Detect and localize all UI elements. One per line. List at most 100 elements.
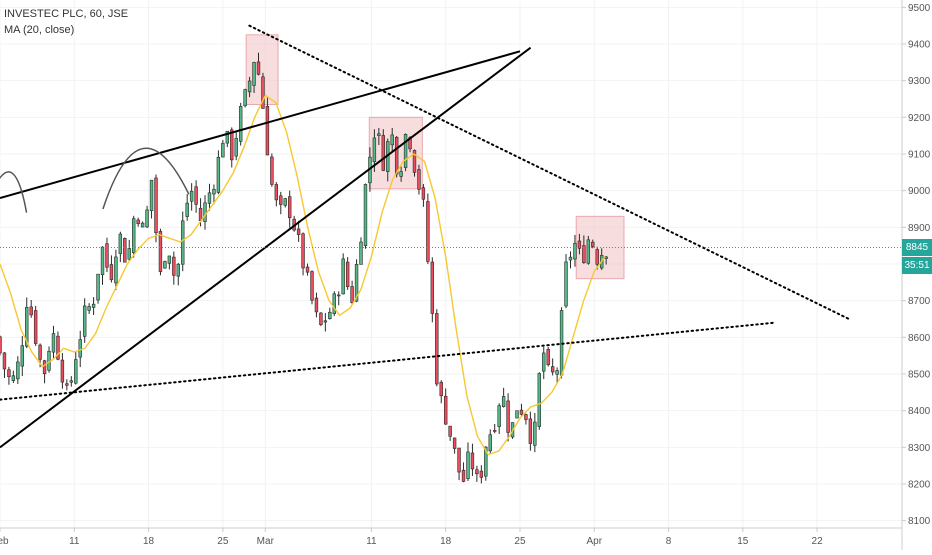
candle-body-6 — [25, 307, 29, 347]
candle-body-129 — [573, 242, 577, 260]
candle-body-51 — [225, 130, 230, 144]
chart-legend: INVESTEC PLC, 60, JSE MA (20, close) — [4, 6, 128, 38]
candle-body-19 — [82, 305, 87, 337]
current-price-tag: 8845 — [902, 238, 932, 256]
candles — [0, 52, 608, 484]
y-tick-label-12: 9300 — [908, 76, 931, 87]
candle-body-78 — [345, 261, 350, 288]
candle-body-21 — [91, 303, 96, 308]
candle-body-81 — [359, 241, 363, 265]
candle-body-133 — [591, 241, 595, 247]
candle-body-60 — [265, 106, 270, 156]
candle-body-54 — [238, 106, 243, 142]
indicator-label: MA (20, close) — [4, 24, 75, 36]
candle-body-71 — [314, 297, 319, 313]
candle-body-32 — [140, 222, 145, 228]
y-tick-label-6: 8700 — [908, 296, 931, 307]
candle-body-28 — [123, 238, 127, 263]
rising-base — [0, 321, 776, 401]
candle-body-13 — [56, 335, 60, 360]
grid — [0, 0, 902, 528]
y-tick-label-4: 8500 — [908, 370, 931, 381]
candle-body-128 — [568, 256, 573, 261]
candle-body-130 — [577, 240, 582, 249]
countdown-tag: 35:51 — [902, 256, 932, 274]
chart-title: INVESTEC PLC, 60, JSE — [4, 8, 129, 20]
candle-body-80 — [354, 263, 359, 302]
y-tick-label-1: 8200 — [908, 480, 931, 491]
candle-body-104 — [461, 469, 466, 482]
candle-body-72 — [319, 312, 323, 325]
candle-body-112 — [497, 405, 501, 427]
candle-body-47 — [207, 192, 212, 204]
trendlines — [0, 24, 850, 449]
candle-body-12 — [51, 333, 56, 353]
candle-body-9 — [38, 344, 42, 360]
candle-body-2 — [7, 369, 11, 378]
candle-body-63 — [279, 195, 283, 205]
candle-body-18 — [78, 339, 82, 358]
y-tick-label-10: 9100 — [908, 150, 931, 161]
candle-body-105 — [466, 451, 470, 479]
candle-body-100 — [443, 395, 448, 425]
candle-body-35 — [154, 177, 158, 234]
candle-body-27 — [118, 233, 123, 254]
candle-body-34 — [149, 179, 154, 212]
y-tick-label-11: 9200 — [908, 113, 931, 124]
x-axis: Feb 11 18 25 Mar 11 18 25 Apr 8 15 22 — [0, 527, 902, 547]
candle-body-110 — [488, 434, 492, 452]
y-tick-label-2: 8300 — [908, 443, 931, 454]
candle-body-134 — [595, 249, 599, 265]
candle-body-123 — [546, 349, 550, 366]
candle-body-94 — [417, 169, 421, 190]
moving-average — [0, 94, 606, 456]
candle-body-17 — [74, 359, 78, 384]
candle-body-101 — [448, 425, 452, 437]
candle-body-55 — [243, 89, 247, 107]
candle-body-62 — [274, 184, 279, 201]
candle-body-1 — [2, 352, 7, 370]
candle-body-45 — [198, 207, 203, 221]
candle-body-74 — [328, 311, 332, 320]
candle-body-24 — [105, 243, 109, 268]
candle-body-0 — [0, 336, 2, 354]
candle-body-42 — [185, 202, 189, 217]
candle-body-53 — [234, 138, 238, 157]
candle-body-119 — [528, 418, 533, 444]
candle-body-107 — [475, 469, 479, 475]
candle-body-70 — [310, 271, 314, 301]
candle-body-15 — [65, 383, 69, 386]
candle-body-91 — [403, 134, 408, 168]
candle-body-90 — [399, 171, 403, 177]
candle-body-106 — [470, 452, 475, 470]
x-tick-label-8: Apr — [586, 536, 602, 547]
x-tick-label-1: 11 — [69, 536, 80, 547]
candle-body-41 — [181, 220, 185, 265]
candle-body-7 — [29, 306, 33, 316]
candle-body-76 — [337, 294, 341, 297]
y-tick-label-13: 9400 — [908, 40, 931, 51]
candle-body-79 — [350, 286, 354, 303]
candle-body-122 — [542, 352, 546, 372]
candle-body-113 — [501, 396, 506, 407]
candle-body-3 — [11, 375, 16, 381]
y-tick-label-8: 8900 — [908, 223, 931, 234]
candle-body-16 — [69, 380, 74, 383]
x-tick-label-4: Mar — [257, 536, 275, 547]
y-axis: 8100820083008400850086008700880089009000… — [901, 0, 931, 550]
y-tick-label-9: 9000 — [908, 186, 931, 197]
candle-body-31 — [136, 219, 140, 225]
candle-body-93 — [412, 150, 417, 173]
x-tick-label-6: 18 — [440, 536, 452, 547]
candle-body-85 — [377, 133, 381, 136]
candle-body-8 — [33, 310, 38, 344]
candle-body-82 — [363, 184, 368, 246]
candle-body-118 — [524, 414, 528, 420]
candle-body-84 — [372, 137, 377, 162]
x-tick-label-3: 25 — [217, 536, 229, 547]
candle-body-103 — [457, 447, 461, 473]
candle-body-95 — [421, 187, 426, 200]
candle-body-131 — [582, 245, 586, 263]
x-tick-label-9: 8 — [666, 536, 672, 547]
